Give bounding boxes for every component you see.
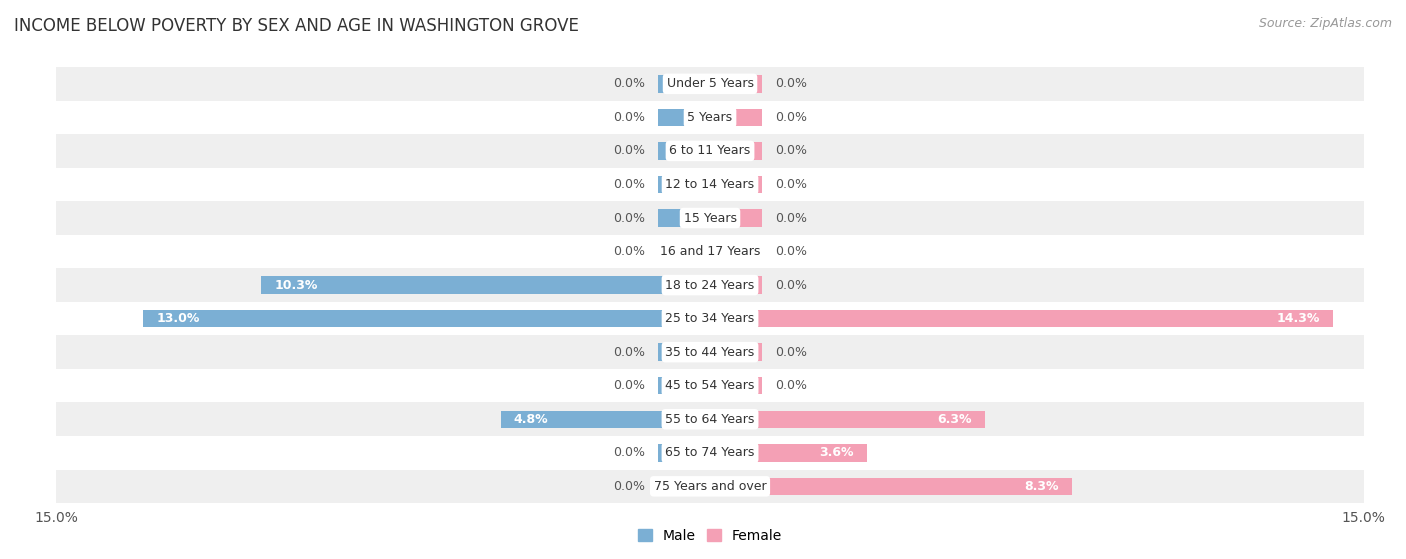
Text: 0.0%: 0.0% (613, 211, 644, 225)
Bar (56, 335, 1364, 369)
Text: 35 to 44 Years: 35 to 44 Years (665, 345, 755, 359)
Bar (710, 142, 762, 160)
Bar (56, 268, 1364, 302)
Bar (710, 108, 762, 126)
Text: 8.3%: 8.3% (1024, 480, 1059, 493)
Bar (143, 310, 710, 328)
Bar (56, 201, 1364, 235)
Text: 3.6%: 3.6% (820, 446, 853, 459)
Bar (658, 108, 710, 126)
Text: 0.0%: 0.0% (776, 211, 807, 225)
Bar (658, 243, 710, 260)
Bar (56, 67, 1364, 101)
Text: 0.0%: 0.0% (613, 480, 644, 493)
Text: 6.3%: 6.3% (936, 413, 972, 426)
Text: 0.0%: 0.0% (613, 77, 644, 91)
Bar (710, 377, 762, 395)
Text: 75 Years and over: 75 Years and over (654, 480, 766, 493)
Text: 6 to 11 Years: 6 to 11 Years (669, 144, 751, 158)
Text: 25 to 34 Years: 25 to 34 Years (665, 312, 755, 325)
Text: 0.0%: 0.0% (776, 144, 807, 158)
Text: 0.0%: 0.0% (613, 345, 644, 359)
Bar (501, 410, 710, 428)
Bar (658, 142, 710, 160)
Text: 0.0%: 0.0% (776, 111, 807, 124)
Bar (658, 477, 710, 495)
Text: 16 and 17 Years: 16 and 17 Years (659, 245, 761, 258)
Text: 15 Years: 15 Years (683, 211, 737, 225)
Bar (658, 75, 710, 93)
Text: 14.3%: 14.3% (1277, 312, 1320, 325)
Text: Under 5 Years: Under 5 Years (666, 77, 754, 91)
Text: 55 to 64 Years: 55 to 64 Years (665, 413, 755, 426)
Text: 0.0%: 0.0% (613, 178, 644, 191)
Text: 10.3%: 10.3% (274, 278, 318, 292)
Text: 18 to 24 Years: 18 to 24 Years (665, 278, 755, 292)
Bar (658, 176, 710, 193)
Bar (710, 176, 762, 193)
Bar (56, 168, 1364, 201)
Bar (56, 235, 1364, 268)
Bar (658, 377, 710, 395)
Bar (56, 470, 1364, 503)
Bar (56, 436, 1364, 470)
Text: 0.0%: 0.0% (776, 379, 807, 392)
Bar (710, 444, 868, 462)
Bar (56, 369, 1364, 402)
Bar (710, 276, 762, 294)
Bar (262, 276, 710, 294)
Bar (56, 302, 1364, 335)
Text: 0.0%: 0.0% (776, 245, 807, 258)
Text: 5 Years: 5 Years (688, 111, 733, 124)
Bar (658, 444, 710, 462)
Bar (56, 134, 1364, 168)
Text: 12 to 14 Years: 12 to 14 Years (665, 178, 755, 191)
Text: 0.0%: 0.0% (776, 77, 807, 91)
Bar (710, 75, 762, 93)
Bar (658, 343, 710, 361)
Bar (710, 310, 1333, 328)
Text: 0.0%: 0.0% (776, 178, 807, 191)
Bar (710, 209, 762, 227)
Bar (56, 402, 1364, 436)
Text: 0.0%: 0.0% (613, 379, 644, 392)
Text: 0.0%: 0.0% (776, 278, 807, 292)
Bar (710, 243, 762, 260)
Bar (710, 410, 984, 428)
Text: 0.0%: 0.0% (613, 144, 644, 158)
Text: 4.8%: 4.8% (515, 413, 548, 426)
Bar (658, 209, 710, 227)
Text: 0.0%: 0.0% (613, 245, 644, 258)
Text: 0.0%: 0.0% (613, 111, 644, 124)
Legend: Male, Female: Male, Female (633, 523, 787, 548)
Text: 0.0%: 0.0% (776, 345, 807, 359)
Bar (56, 101, 1364, 134)
Bar (710, 477, 1071, 495)
Text: 45 to 54 Years: 45 to 54 Years (665, 379, 755, 392)
Bar (710, 343, 762, 361)
Text: 65 to 74 Years: 65 to 74 Years (665, 446, 755, 459)
Text: 13.0%: 13.0% (156, 312, 200, 325)
Text: 0.0%: 0.0% (613, 446, 644, 459)
Text: INCOME BELOW POVERTY BY SEX AND AGE IN WASHINGTON GROVE: INCOME BELOW POVERTY BY SEX AND AGE IN W… (14, 17, 579, 35)
Text: Source: ZipAtlas.com: Source: ZipAtlas.com (1258, 17, 1392, 30)
